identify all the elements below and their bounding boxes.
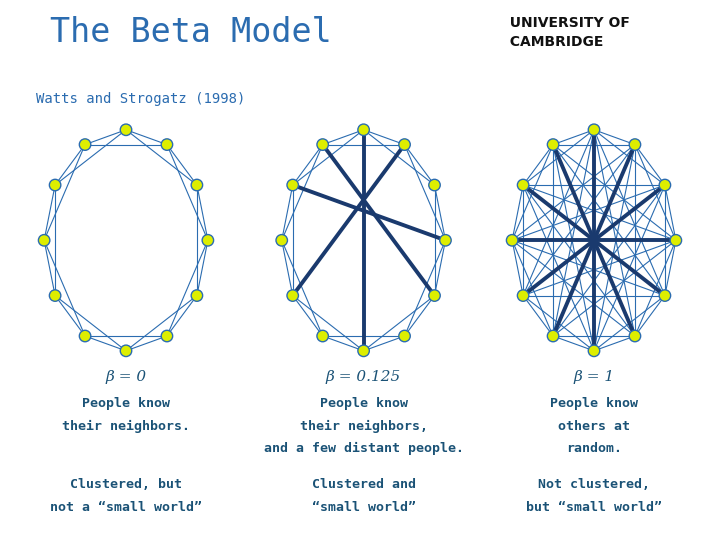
Text: their neighbors,: their neighbors, (300, 420, 428, 433)
Circle shape (317, 330, 328, 342)
Text: People know: People know (82, 397, 170, 410)
Circle shape (518, 290, 528, 301)
Circle shape (588, 345, 600, 356)
Text: but “small world”: but “small world” (526, 501, 662, 514)
Circle shape (192, 290, 202, 301)
Circle shape (192, 179, 202, 191)
Text: β = 1: β = 1 (573, 370, 615, 384)
Text: People know: People know (320, 397, 408, 410)
Text: their neighbors.: their neighbors. (62, 420, 190, 433)
Circle shape (440, 234, 451, 246)
Circle shape (287, 290, 298, 301)
Circle shape (50, 290, 60, 301)
Circle shape (547, 330, 559, 342)
Text: “small world”: “small world” (312, 501, 415, 514)
Circle shape (79, 139, 91, 150)
Text: β = 0.125: β = 0.125 (326, 370, 401, 384)
Circle shape (670, 234, 682, 246)
Circle shape (120, 124, 132, 136)
Circle shape (629, 330, 641, 342)
Text: β = 0: β = 0 (105, 370, 147, 384)
Circle shape (161, 139, 173, 150)
Text: and a few distant people.: and a few distant people. (264, 442, 464, 455)
Text: People know: People know (550, 397, 638, 410)
Circle shape (38, 234, 50, 246)
Circle shape (358, 124, 369, 136)
Circle shape (161, 330, 173, 342)
Circle shape (358, 345, 369, 356)
Text: others at: others at (558, 420, 630, 433)
Circle shape (276, 234, 287, 246)
Circle shape (399, 330, 410, 342)
Circle shape (79, 330, 91, 342)
Circle shape (506, 234, 518, 246)
Circle shape (317, 139, 328, 150)
Text: random.: random. (566, 442, 622, 455)
Text: not a “small world”: not a “small world” (50, 501, 202, 514)
Circle shape (660, 290, 670, 301)
Text: Not clustered,: Not clustered, (538, 478, 650, 491)
Circle shape (202, 234, 214, 246)
Text: Clustered and: Clustered and (312, 478, 415, 491)
Text: Watts and Strogatz (1998): Watts and Strogatz (1998) (36, 92, 246, 106)
Circle shape (50, 179, 60, 191)
Circle shape (429, 290, 440, 301)
Circle shape (399, 139, 410, 150)
Circle shape (120, 345, 132, 356)
Circle shape (588, 124, 600, 136)
Text: UNIVERSITY OF
  CAMBRIDGE: UNIVERSITY OF CAMBRIDGE (500, 16, 630, 49)
Circle shape (429, 179, 440, 191)
Circle shape (629, 139, 641, 150)
Circle shape (287, 179, 298, 191)
Circle shape (518, 179, 528, 191)
Text: Clustered, but: Clustered, but (70, 478, 182, 491)
Text: The Beta Model: The Beta Model (50, 16, 332, 49)
Circle shape (547, 139, 559, 150)
Circle shape (660, 179, 670, 191)
